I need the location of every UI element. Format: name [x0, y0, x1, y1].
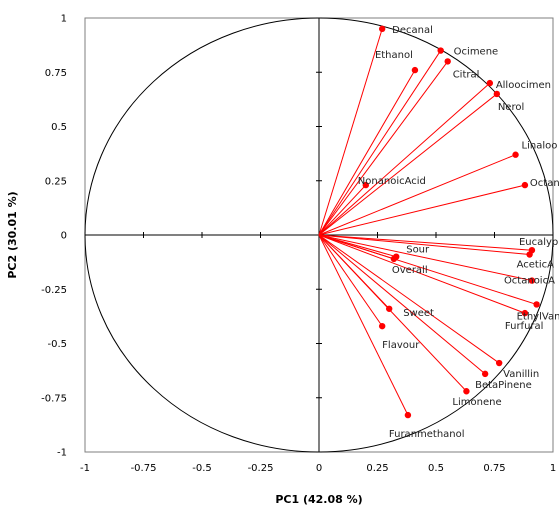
- y-tick-label: 0.75: [45, 68, 67, 79]
- point-vanillin: [495, 359, 503, 367]
- vector-flavour: [318, 234, 383, 327]
- label-limonene: Limonene: [452, 397, 501, 408]
- label-octano: Octano: [530, 178, 559, 189]
- point-citral: [444, 58, 451, 65]
- label-overall: Overall: [392, 265, 428, 276]
- label-octanoica: OctanoicA: [504, 276, 555, 287]
- vector-furfural: [318, 234, 526, 314]
- label-vanillin: Vanillin: [503, 369, 539, 380]
- axis-ticks: -1 -0.75 -0.5 -0.25 0 0.25 0.5 0.75 1 1 0.75 0.5 0.2…: [41, 14, 556, 475]
- y-tick-label: 0.25: [45, 176, 67, 187]
- label-ocimene: Ocimene: [454, 47, 499, 58]
- label-nerol: Nerol: [498, 102, 524, 113]
- point-furanmethanol: [404, 411, 412, 419]
- vector-octano: [318, 184, 526, 236]
- x-tick-label: -0.25: [248, 463, 274, 474]
- x-tick-label: 0.25: [366, 463, 388, 474]
- point-flavour: [378, 322, 386, 330]
- point-labels: Decanal Ethanol Ocimene Citral Alloocimen Ner…: [358, 25, 559, 440]
- label-acetica: AceticA: [517, 260, 555, 271]
- vector-ethanol: [318, 69, 416, 236]
- y-axis-title: PC2 (30.01 %): [6, 191, 19, 278]
- vector-nerol: [318, 93, 498, 236]
- label-ethylvani: EthylVani: [517, 311, 559, 322]
- x-tick-label: 1: [550, 463, 556, 474]
- label-sour: Sour: [406, 245, 430, 256]
- point-alloocimen: [486, 79, 494, 87]
- vector-linaloo: [318, 154, 516, 236]
- y-tick-label: -0.75: [41, 393, 67, 404]
- label-alloocimen: Alloocimen: [496, 80, 551, 91]
- y-tick-label: 1: [61, 14, 67, 25]
- label-linaloo: Linaloo: [522, 141, 558, 152]
- vector-vanillin: [318, 234, 500, 364]
- x-tick-label: -1: [80, 463, 90, 474]
- point-ethanol: [411, 66, 419, 74]
- x-tick-label: -0.5: [192, 463, 212, 474]
- point-limonene: [463, 388, 470, 395]
- vector-ocimene: [318, 50, 442, 236]
- x-tick-label: 0: [316, 463, 322, 474]
- vector-nonanoicacid: [318, 184, 367, 236]
- vector-betapinene: [318, 234, 486, 375]
- point-ocimene: [437, 47, 444, 54]
- label-citral: Citral: [453, 69, 480, 80]
- y-tick-label: -1: [57, 448, 67, 459]
- x-tick-label: 0.75: [483, 463, 505, 474]
- y-tick-label: -0.25: [41, 285, 67, 296]
- vector-furanmethanol: [318, 234, 409, 416]
- vector-limonene: [318, 234, 467, 392]
- point-octanoica: [528, 277, 536, 284]
- point-nerol: [493, 90, 501, 98]
- label-ethanol: Ethanol: [375, 50, 413, 61]
- x-axis-title: PC1 (42.08 %): [275, 493, 362, 506]
- vector-eucalyp: [318, 234, 532, 251]
- label-sweet: Sweet: [403, 308, 434, 319]
- y-tick-label: 0: [61, 231, 67, 242]
- label-betapinene: BetaPinene: [475, 380, 532, 391]
- x-tick-label: 0.5: [428, 463, 444, 474]
- point-octano: [521, 181, 529, 189]
- point-ethylvani: [533, 301, 540, 308]
- point-acetica: [526, 251, 533, 258]
- label-nonanoicacid: NonanoicAcid: [358, 176, 426, 187]
- point-linaloo: [512, 151, 519, 158]
- label-decanal: Decanal: [392, 25, 433, 36]
- vector-citral: [318, 61, 449, 236]
- vector-ethylvani: [318, 234, 537, 305]
- point-decanal: [378, 25, 386, 33]
- vector-alloocimen: [318, 82, 491, 236]
- label-furfural: Furfural: [505, 321, 544, 332]
- point-furfural: [521, 309, 529, 317]
- label-eucalyp: Eucalyp: [519, 237, 558, 248]
- vector-acetica: [318, 234, 530, 256]
- point-nonanoicacid: [362, 181, 369, 189]
- vector-octanoica: [318, 234, 533, 282]
- loading-vectors: [318, 25, 540, 419]
- label-furanmethanol: Furanmethanol: [389, 429, 465, 440]
- x-tick-label: -0.75: [131, 463, 157, 474]
- y-tick-label: 0.5: [51, 122, 67, 133]
- point-betapinene: [481, 370, 489, 378]
- y-tick-label: -0.5: [47, 339, 67, 350]
- label-flavour: Flavour: [382, 340, 420, 351]
- vector-decanal: [318, 28, 383, 236]
